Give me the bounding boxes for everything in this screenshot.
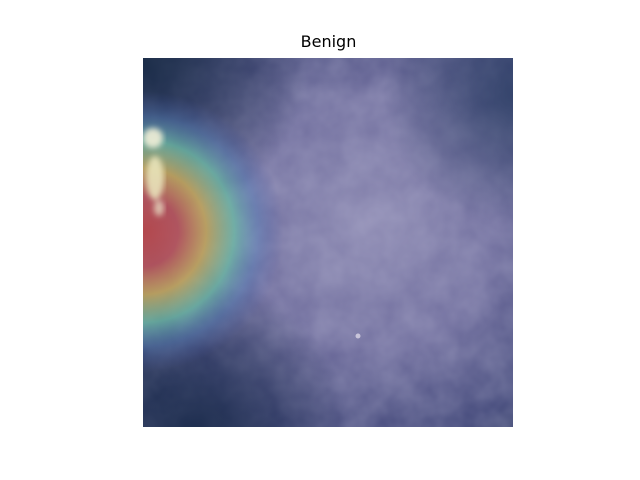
heatmap-overlay xyxy=(143,58,513,427)
bright-spot xyxy=(143,128,164,216)
image-title: Benign xyxy=(300,32,357,51)
heatmap-image xyxy=(143,58,513,427)
